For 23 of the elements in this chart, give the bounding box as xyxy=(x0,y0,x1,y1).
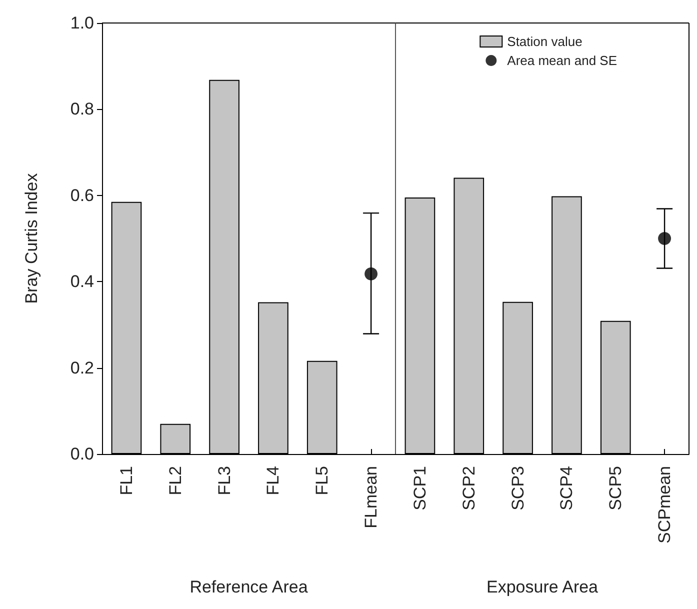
y-tick-label: 0.0 xyxy=(70,444,94,464)
x-tick-label: SCPmean xyxy=(655,466,674,544)
text: Exposure Area xyxy=(486,578,599,596)
x-tick-label: SCP5 xyxy=(606,466,626,510)
x-tick-label: FL5 xyxy=(312,466,332,496)
text: Reference Area xyxy=(190,578,308,596)
x-tick-label: SCP4 xyxy=(557,466,576,510)
y-axis-title: Bray Curtis Index xyxy=(22,172,41,304)
legend-label: Area mean and SE xyxy=(507,53,618,68)
y-tick-label: 0.4 xyxy=(70,272,94,292)
x-tick-label: FL2 xyxy=(166,466,185,496)
x-tick-label: SCP2 xyxy=(459,466,478,510)
x-tick-label: FL3 xyxy=(214,466,234,496)
x-tick-label: SCP3 xyxy=(508,466,528,510)
y-tick-label: 1.0 xyxy=(70,14,94,32)
y-tick-label: 0.6 xyxy=(70,186,94,205)
x-tick-label: SCP1 xyxy=(410,466,430,510)
x-tick-label: FLmean xyxy=(362,466,381,528)
legend-label: Station value xyxy=(507,34,582,49)
x-tick-label: FL4 xyxy=(264,466,283,496)
y-tick-label: 0.2 xyxy=(70,358,94,378)
x-tick-label: FL1 xyxy=(116,466,136,496)
y-tick-label: 0.8 xyxy=(70,100,94,119)
